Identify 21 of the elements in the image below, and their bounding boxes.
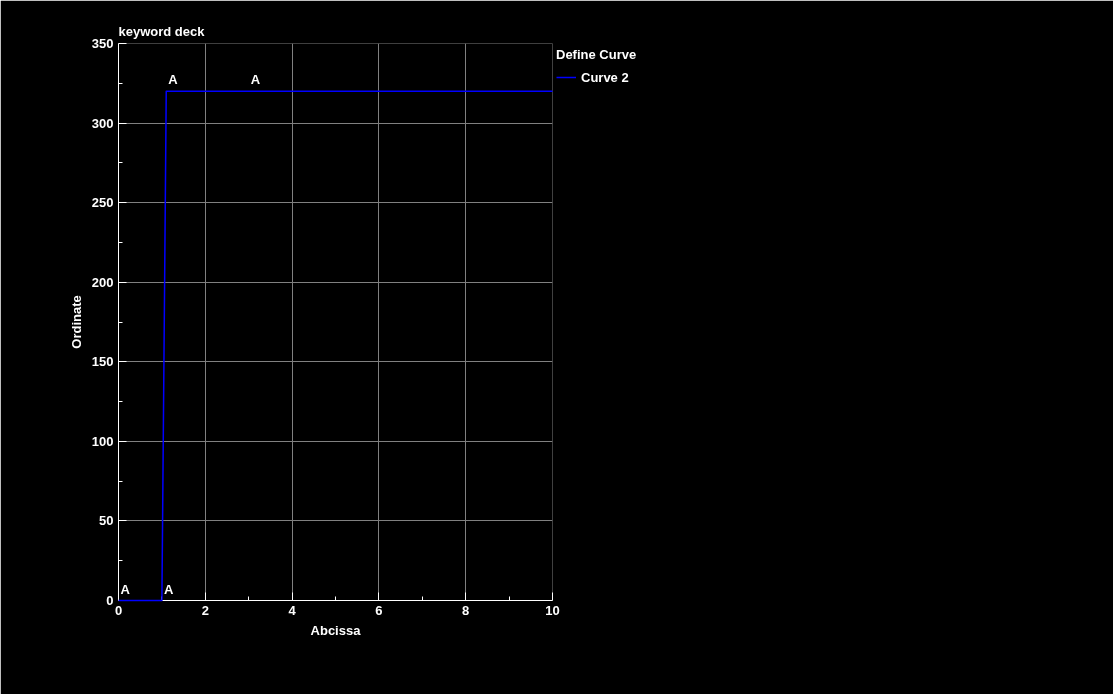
legend-title: Define Curve xyxy=(556,47,637,62)
y-tick-label: 100 xyxy=(91,433,114,449)
x-tick-label: 4 xyxy=(288,602,297,618)
x-tick-label: 8 xyxy=(462,602,470,618)
annotation: A xyxy=(163,581,174,597)
x-tick-label: 10 xyxy=(545,602,560,618)
x-axis-title: Abcissa xyxy=(310,622,362,638)
annotation: A xyxy=(120,581,131,597)
y-axis-title: Ordinate xyxy=(68,295,84,349)
y-tick-label: 250 xyxy=(91,195,114,211)
y-tick-label: 150 xyxy=(91,354,114,370)
y-tick-label: 300 xyxy=(91,115,114,131)
chart-title: keyword deck xyxy=(118,23,206,39)
y-tick-label: 350 xyxy=(91,36,114,51)
legend-label: Curve 2 xyxy=(581,69,629,85)
y-tick-label: 200 xyxy=(91,274,114,290)
y-tick-label: 50 xyxy=(99,513,114,529)
x-tick-label: 2 xyxy=(201,602,209,618)
annotation: A xyxy=(250,72,261,88)
x-tick-label: 6 xyxy=(375,602,383,618)
annotation: A xyxy=(168,72,179,88)
